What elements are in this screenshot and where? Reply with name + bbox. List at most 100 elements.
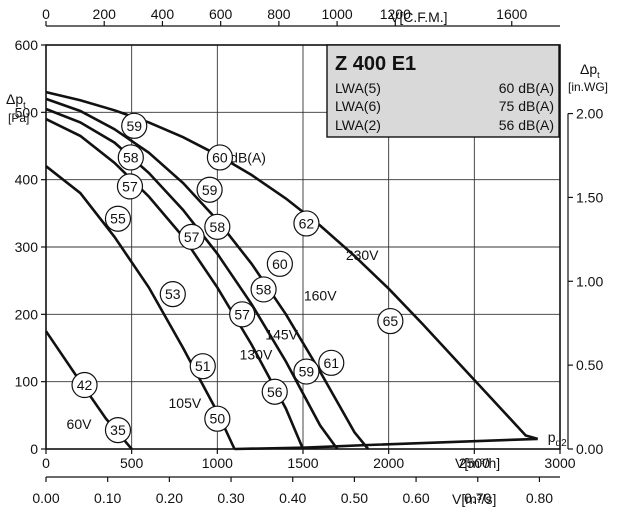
x-top-tick-label: 1000 <box>322 6 353 22</box>
noise-badge: 59 <box>196 176 223 203</box>
y-tick-label: 100 <box>15 374 39 390</box>
noise-badge: 65 <box>377 307 404 335</box>
noise-badge-circle <box>266 250 293 277</box>
noise-badge-circle <box>293 210 320 237</box>
noise-badge-circle <box>116 173 144 200</box>
noise-badge-value: 65 <box>383 313 399 329</box>
y-tick-label: 400 <box>15 172 39 188</box>
x-top-tick-label: 1200 <box>380 6 411 22</box>
noise-badge-circle <box>204 213 231 240</box>
noise-badge: 58 <box>250 276 277 303</box>
noise-badge: 55 <box>104 205 132 232</box>
noise-badge-value: 58 <box>123 149 139 165</box>
noise-badge-value: 56 <box>267 384 283 400</box>
x-tick-label: 500 <box>120 455 144 471</box>
x-tick-label: 2000 <box>373 455 404 471</box>
x-top-tick-label: 1600 <box>496 6 527 22</box>
noise-badge-value: 58 <box>256 281 272 297</box>
curve-label: 145V <box>265 327 298 343</box>
x-bottom2-tick-label: 0.80 <box>526 490 553 506</box>
noise-badge-circle <box>121 112 148 139</box>
noise-badge-circle <box>178 223 205 250</box>
x-bottom2-tick-label: 0.40 <box>279 490 306 506</box>
x-axis-label-text: V[m³/h] <box>455 455 500 471</box>
y-tick-label: 200 <box>15 306 39 322</box>
noise-badge: 56 <box>261 378 288 405</box>
x-bottom2-tick-label: 0.30 <box>217 490 244 506</box>
info-row-label-3: LWA(2) <box>335 117 381 133</box>
fan-curves <box>44 90 539 451</box>
noise-badge-value: 59 <box>202 182 218 198</box>
noise-badge: 60 <box>206 144 234 171</box>
x-top-tick-label: 200 <box>93 6 117 22</box>
x-top-tick-label: 800 <box>267 6 291 22</box>
noise-badge-value: 58 <box>210 219 226 235</box>
noise-badge-circle <box>261 378 288 405</box>
noise-badge-value: 51 <box>195 358 211 374</box>
noise-badge-circle <box>206 144 234 171</box>
noise-badge: 58 <box>204 213 231 240</box>
curve-label: 130V <box>240 347 273 363</box>
x-tick-label: 1000 <box>202 455 233 471</box>
x-tick-label: 3000 <box>544 455 575 471</box>
noise-badge-circle <box>71 371 98 399</box>
x-bottom2-tick-label: 0.20 <box>156 490 183 506</box>
noise-badge: 53 <box>159 281 186 308</box>
y-tick-label: 600 <box>15 37 39 53</box>
noise-badge-circle <box>117 144 144 171</box>
info-box: Z 400 E1 LWA(5) 60 dB(A) LWA(6) 75 dB(A)… <box>326 44 560 138</box>
x-bottom2-tick-label: 0.60 <box>402 490 429 506</box>
x-tick-label: 2500 <box>459 455 490 471</box>
noise-badge: 50 <box>204 405 231 432</box>
x-bottom2-tick-label: 0.00 <box>32 490 59 506</box>
info-row-label-2: LWA(6) <box>335 98 381 114</box>
curve-label: 160V <box>304 287 337 303</box>
noise-badge: 61 <box>318 349 345 376</box>
noise-badge: 58 <box>117 144 144 171</box>
y-right-axis-unit: [in.WG] <box>568 80 608 94</box>
x-bottom2-tick-label: 0.10 <box>94 490 121 506</box>
noise-badge-circle <box>104 417 132 444</box>
noise-badge: 60 <box>266 250 293 277</box>
y-right-tick-label: 1.50 <box>576 189 603 205</box>
x-top-tick-label: 400 <box>151 6 175 22</box>
noise-badge-value: 62 <box>299 215 315 231</box>
y-axis-label-main: Δp <box>6 91 23 107</box>
noise-badge: 62 <box>293 210 320 237</box>
noise-badge-value: 50 <box>210 411 226 427</box>
noise-badge: 59 <box>293 358 320 385</box>
y-tick-label: 0 <box>30 441 38 457</box>
noise-badge-circle <box>293 358 320 385</box>
info-box-background <box>326 44 560 138</box>
noise-badge: 35 <box>104 417 132 444</box>
y-axis-label-sub: t <box>23 100 26 110</box>
info-row-value-2: 75 dB(A) <box>499 98 554 114</box>
x-bottom2-axis-label: V[m³/s] <box>452 491 496 507</box>
noise-badge-circle <box>204 405 231 432</box>
curve-label: 230V <box>346 247 379 263</box>
axis-ticks: 0 500 1000 1500 2000 2500 3000 0 200 400 600 800 100… <box>15 6 604 506</box>
y-right-axis-label-sub: t <box>597 70 600 80</box>
noise-badge-value: 60 <box>212 149 228 165</box>
info-row-value-1: 60 dB(A) <box>499 80 554 96</box>
noise-badge-value: 35 <box>110 422 126 438</box>
x-tick-label: 1500 <box>287 455 318 471</box>
y-tick-label: 500 <box>15 104 39 120</box>
y-right-tick-label: 2.00 <box>576 106 603 122</box>
info-row-label-1: LWA(5) <box>335 80 381 96</box>
noise-badge-circle <box>104 205 132 232</box>
x-tick-label: 0 <box>42 455 50 471</box>
noise-badge-value: 57 <box>122 178 138 194</box>
x-bottom2-tick-label: 0.70 <box>464 490 491 506</box>
noise-badge: 42 <box>71 371 98 399</box>
noise-badge-value: 61 <box>323 355 339 371</box>
y-axis-label: Δpt <box>6 91 26 110</box>
noise-badge-circle <box>377 307 404 335</box>
y-right-axis-label-main: Δp <box>580 61 597 77</box>
noise-badge-value: 59 <box>299 364 315 380</box>
noise-badge-value: 53 <box>165 286 181 302</box>
noise-badge-value: 60 <box>272 256 288 272</box>
y-right-axis-label: Δpt <box>580 61 600 80</box>
x-axis-label: V[m³/h] <box>455 455 500 471</box>
